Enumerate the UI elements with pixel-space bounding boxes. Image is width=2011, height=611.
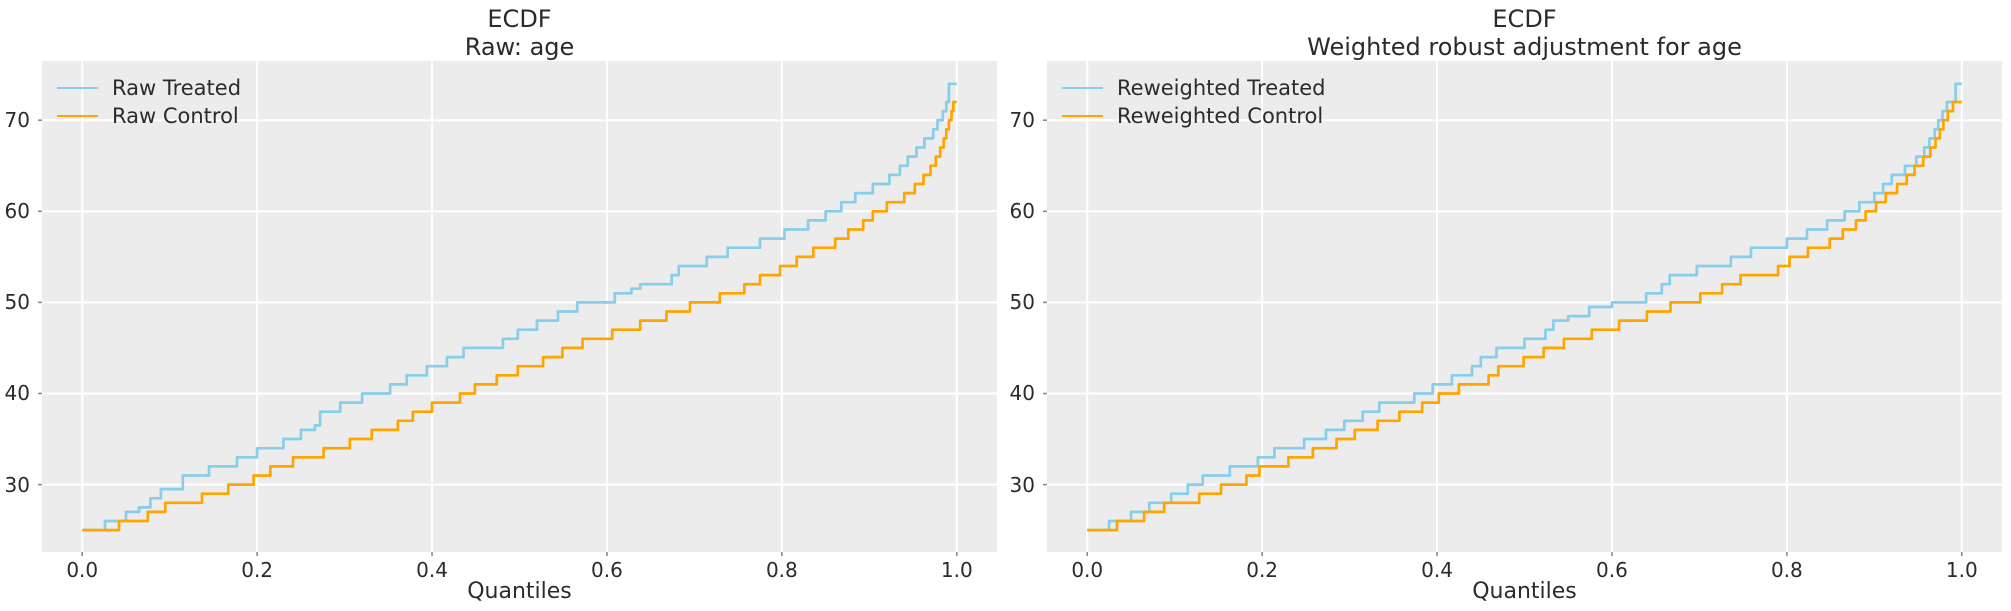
y-tick-label: 70: [4, 108, 30, 133]
legend-entry: Reweighted Control: [1062, 102, 1325, 130]
x-tick-label: 0.2: [1246, 558, 1279, 582]
plot-area-weighted: 0.0 0.2 0.4 0.6 0.8 1.0 30 40 50 60 70 Reweighted T…: [1010, 61, 2002, 582]
x-tick-label: 1.0: [1945, 558, 1978, 582]
y-tick-label: 50: [4, 290, 30, 315]
legend-line-icon: [57, 87, 98, 89]
y-tick-label: 50: [1009, 290, 1035, 315]
y-tick-label: 60: [1009, 199, 1035, 224]
series-line-reweighted-control: [1087, 100, 1962, 532]
plot-canvas: [1043, 61, 2002, 556]
x-tick-label: 0.4: [416, 558, 448, 582]
legend-entry: Reweighted Treated: [1062, 74, 1325, 102]
y-tick-label: 40: [4, 381, 30, 406]
legend-line-icon: [1062, 115, 1103, 117]
title-line2: Weighted robust adjustment for age: [1307, 33, 1742, 61]
legend-label: Raw Control: [112, 104, 239, 128]
x-tick-label: 0.6: [1596, 558, 1628, 582]
plot-title-weighted: ECDF Weighted robust adjustment for age: [1047, 5, 2002, 61]
legend-label: Reweighted Treated: [1117, 76, 1326, 100]
legend: Reweighted Treated Reweighted Control: [1062, 74, 1325, 130]
y-tick-label: 60: [4, 199, 30, 224]
legend-entry: Raw Control: [57, 102, 241, 130]
legend: Raw Treated Raw Control: [57, 74, 241, 130]
legend-label: Raw Treated: [112, 76, 242, 100]
title-line1: ECDF: [1492, 5, 1557, 33]
legend-line-icon: [57, 115, 98, 117]
x-tick-label: 0.0: [1071, 558, 1104, 582]
x-tick-label: 0.8: [765, 558, 798, 582]
x-axis-label-weighted: Quantiles: [1472, 579, 1577, 604]
x-tick-label: 0.0: [66, 558, 99, 582]
legend-label: Reweighted Control: [1117, 104, 1324, 128]
plot-area-raw: 0.0 0.2 0.4 0.6 0.8 1.0 30 40 50 60 70 Raw Treated R…: [5, 61, 997, 582]
title-line1: ECDF: [487, 5, 552, 33]
series-line-reweighted-treated: [1087, 82, 1962, 532]
x-tick-label: 0.4: [1421, 558, 1453, 582]
legend-entry: Raw Treated: [57, 74, 241, 102]
y-tick-label: 70: [1009, 108, 1035, 133]
x-tick-label: 0.2: [241, 558, 274, 582]
x-tick-label: 0.8: [1770, 558, 1803, 582]
legend-line-icon: [1062, 87, 1103, 89]
x-tick-label: 1.0: [940, 558, 973, 582]
y-tick-label: 30: [1009, 472, 1035, 497]
title-line2: Raw: age: [464, 33, 575, 61]
x-axis-label-raw: Quantiles: [467, 579, 572, 604]
y-tick-label: 30: [4, 472, 30, 497]
plot-canvas: [38, 61, 997, 556]
plot-title-raw: ECDF Raw: age: [42, 5, 997, 61]
series-line-raw-control: [82, 100, 957, 532]
y-tick-label: 40: [1009, 381, 1035, 406]
series-line-raw-treated: [82, 82, 957, 532]
x-tick-label: 0.6: [591, 558, 623, 582]
